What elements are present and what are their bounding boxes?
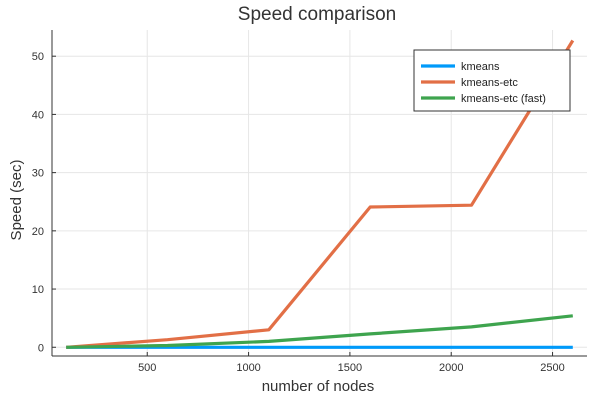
axes bbox=[51, 30, 587, 357]
series-lines bbox=[66, 39, 575, 349]
x-tick-label: 500 bbox=[138, 362, 156, 374]
x-axis-ticks: 500 1000 1500 2000 2500 bbox=[138, 352, 565, 374]
x-tick-label: 2500 bbox=[540, 362, 564, 374]
legend: kmeans kmeans-etc kmeans-etc (fast) bbox=[413, 49, 571, 112]
y-tick-label: 40 bbox=[32, 109, 44, 121]
y-tick-label: 0 bbox=[38, 342, 44, 354]
x-tick-label: 2000 bbox=[439, 362, 463, 374]
legend-entry: kmeans-etc (fast) bbox=[461, 93, 546, 105]
legend-entry: kmeans bbox=[461, 61, 500, 73]
y-axis-ticks: 0 10 20 30 40 50 bbox=[32, 51, 56, 354]
x-axis-label: number of nodes bbox=[262, 378, 375, 395]
x-tick-label: 1500 bbox=[338, 362, 362, 374]
y-tick-label: 30 bbox=[32, 168, 44, 180]
x-tick-label: 1000 bbox=[236, 362, 260, 374]
y-axis-label: Speed (sec) bbox=[8, 160, 25, 241]
y-tick-label: 10 bbox=[32, 284, 44, 296]
y-tick-label: 20 bbox=[32, 226, 44, 238]
legend-entry: kmeans-etc bbox=[461, 77, 518, 89]
series-line-kmeans-etc-fast bbox=[66, 314, 573, 349]
y-tick-label: 50 bbox=[32, 51, 44, 63]
series-line-kmeans-etc bbox=[66, 39, 575, 349]
chart-title: Speed comparison bbox=[238, 4, 396, 25]
